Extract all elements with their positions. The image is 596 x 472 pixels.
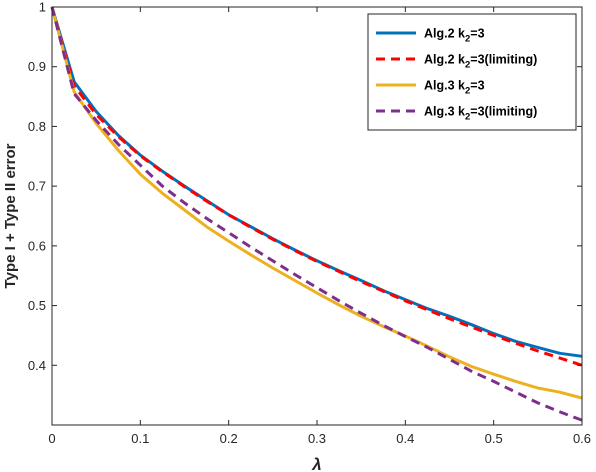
x-tick-label: 0.1 xyxy=(131,431,149,446)
x-tick-label: 0.3 xyxy=(308,431,326,446)
legend-label-subscript: 2 xyxy=(465,60,470,71)
legend-label-suffix: =3 xyxy=(470,79,484,93)
series-line-3 xyxy=(50,6,583,400)
y-tick-label: 0.9 xyxy=(28,59,46,74)
legend-label-main: Alg.2 k xyxy=(424,27,465,41)
y-ticks: 1 0.9 0.8 0.7 0.6 0.5 0.4 xyxy=(28,0,582,373)
y-axis-label: Type I + Type II error xyxy=(2,143,19,288)
y-tick-label: 0.8 xyxy=(28,119,46,134)
y-tick-label: 0.5 xyxy=(28,298,46,313)
legend-label-suffix: =3(limiting) xyxy=(470,105,537,119)
x-axis-label: λ xyxy=(311,455,321,472)
legend-label-2: Alg.2 k2=3(limiting) xyxy=(424,53,537,71)
legend-label-3: Alg.3 k2=3 xyxy=(424,79,485,97)
x-tick-label: 0.4 xyxy=(396,431,414,446)
series-line-2 xyxy=(50,6,583,367)
legend-label-suffix: =3(limiting) xyxy=(470,53,537,67)
legend-label-1: Alg.2 k2=3 xyxy=(424,27,485,45)
x-ticks: 0 0.1 0.2 0.3 0.4 0.5 0.6 xyxy=(48,7,591,446)
x-tick-label: 0.5 xyxy=(485,431,503,446)
legend-label-4: Alg.3 k2=3(limiting) xyxy=(424,105,537,123)
x-tick-label: 0.2 xyxy=(220,431,238,446)
legend-label-main: Alg.3 k xyxy=(424,79,465,93)
legend-label-subscript: 2 xyxy=(465,34,470,45)
legend-label-subscript: 2 xyxy=(465,86,470,97)
legend-label-subscript: 2 xyxy=(465,112,470,123)
y-tick-label: 1 xyxy=(39,0,46,15)
series-line-4 xyxy=(50,6,583,422)
y-tick-label: 0.7 xyxy=(28,179,46,194)
series-layer xyxy=(50,6,583,422)
legend-label-main: Alg.2 k xyxy=(424,53,465,67)
legend-label-main: Alg.3 k xyxy=(424,105,465,119)
y-tick-label: 0.4 xyxy=(28,358,46,373)
y-tick-label: 0.6 xyxy=(28,238,46,253)
x-tick-label: 0.6 xyxy=(573,431,591,446)
legend-label-suffix: =3 xyxy=(470,27,484,41)
series-line-1 xyxy=(50,6,583,358)
x-tick-label: 0 xyxy=(48,431,55,446)
